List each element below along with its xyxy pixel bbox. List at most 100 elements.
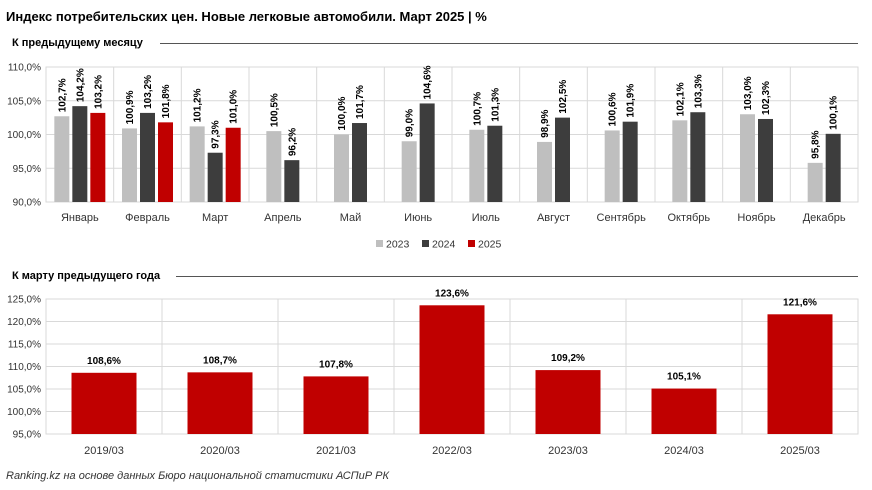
- bar: [651, 388, 717, 434]
- data-label: 97,3%: [211, 120, 222, 148]
- bar-2024: [487, 125, 503, 202]
- bar-2024: [622, 121, 638, 202]
- bar-2023: [189, 126, 205, 202]
- bar-2025: [90, 112, 106, 202]
- data-label: 101,3%: [490, 88, 501, 122]
- x-tick-label: Май: [340, 212, 362, 224]
- bar-2023: [54, 116, 70, 202]
- data-label: 104,6%: [423, 65, 434, 99]
- x-tick-label: 2021/03: [316, 445, 356, 457]
- legend-swatch-2023: [376, 240, 383, 247]
- monthly-chart: 90,0% 95,0% 100,0% 105,0% 110,0% Январь 102,7%…: [7, 63, 859, 251]
- y-tick-label: 95,0%: [13, 164, 41, 175]
- bar: [71, 372, 137, 434]
- data-label: 102,5%: [558, 80, 569, 114]
- bar-2023: [334, 134, 349, 202]
- bar-2024: [419, 103, 435, 202]
- bar-2023: [266, 131, 282, 202]
- bar-2025: [158, 122, 173, 202]
- x-tick-label: 2020/03: [200, 445, 240, 457]
- bar-2024: [284, 160, 300, 202]
- x-tick-label: Февраль: [125, 212, 170, 224]
- data-label: 102,1%: [675, 82, 686, 116]
- x-tick-label: Ноябрь: [737, 212, 775, 224]
- chart-title: Индекс потребительских цен. Новые легков…: [6, 9, 487, 24]
- data-label: 108,7%: [203, 355, 237, 366]
- source-note: Ranking.kz на основе данных Бюро национа…: [6, 470, 389, 482]
- data-label: 103,0%: [743, 76, 754, 110]
- bar: [419, 305, 485, 434]
- bar: [187, 372, 253, 434]
- x-tick-label: 2023/03: [548, 445, 588, 457]
- bar: [767, 314, 833, 434]
- yearly-chart: 95,0% 100,0% 105,0% 110,0% 115,0% 120,0% 125,0…: [7, 288, 859, 457]
- x-tick-label: Апрель: [264, 212, 302, 224]
- bar-2023: [469, 129, 485, 202]
- y-tick-label: 90,0%: [13, 198, 41, 209]
- bar: [535, 370, 601, 434]
- bar: [303, 376, 369, 434]
- x-tick-label: 2024/03: [664, 445, 704, 457]
- legend-label-2023: 2023: [386, 239, 410, 251]
- data-label: 123,6%: [435, 288, 469, 299]
- x-tick-label: Июнь: [404, 212, 432, 224]
- x-tick-label: Август: [537, 212, 570, 224]
- data-label: 100,7%: [472, 92, 483, 126]
- bar-2023: [537, 141, 552, 202]
- data-label: 98,9%: [540, 109, 551, 137]
- y-tick-label: 95,0%: [13, 430, 41, 441]
- data-label: 100,0%: [337, 96, 348, 130]
- legend-swatch-2025: [468, 240, 475, 247]
- data-label: 101,0%: [229, 90, 240, 124]
- y-tick-label: 100,0%: [7, 407, 41, 418]
- data-label: 105,1%: [667, 372, 701, 383]
- monthly-section-rule: [160, 43, 858, 44]
- data-label: 102,7%: [57, 78, 68, 112]
- x-tick-label: Январь: [61, 212, 99, 224]
- data-label: 103,2%: [93, 75, 104, 109]
- x-tick-label: Октябрь: [668, 212, 711, 224]
- x-tick-label: 2019/03: [84, 445, 124, 457]
- legend-label-2025: 2025: [478, 239, 502, 251]
- data-label: 109,2%: [551, 353, 585, 364]
- y-tick-label: 105,0%: [7, 385, 41, 396]
- data-label: 100,6%: [608, 92, 619, 126]
- data-label: 101,8%: [161, 84, 172, 118]
- data-label: 100,1%: [829, 96, 840, 130]
- bar-2024: [690, 112, 706, 202]
- legend-swatch-2024: [422, 240, 429, 247]
- x-tick-label: Июль: [472, 212, 500, 224]
- bar-2024: [352, 123, 367, 202]
- x-tick-label: Март: [202, 212, 228, 224]
- data-label: 96,2%: [287, 128, 298, 156]
- legend-label-2024: 2024: [432, 239, 456, 251]
- data-label: 103,2%: [143, 75, 154, 109]
- x-tick-label: Декабрь: [803, 212, 846, 224]
- x-tick-label: 2022/03: [432, 445, 472, 457]
- y-tick-label: 125,0%: [7, 295, 41, 306]
- bar-2023: [740, 114, 755, 202]
- data-label: 107,8%: [319, 359, 353, 370]
- yearly-section-rule: [176, 276, 858, 277]
- bar-2023: [604, 130, 620, 202]
- bar-2023: [807, 162, 823, 202]
- data-label: 108,6%: [87, 356, 121, 367]
- bar-2024: [758, 118, 773, 202]
- y-tick-label: 120,0%: [7, 317, 41, 328]
- x-tick-label: 2025/03: [780, 445, 820, 457]
- bar-2024: [140, 112, 155, 202]
- y-tick-label: 110,0%: [8, 63, 41, 74]
- data-label: 95,8%: [811, 130, 822, 158]
- y-tick-label: 100,0%: [7, 130, 41, 141]
- bar-2024: [555, 117, 570, 202]
- yearly-section-title: К марту предыдущего года: [12, 270, 161, 282]
- y-tick-label: 105,0%: [7, 96, 41, 107]
- data-label: 101,9%: [626, 84, 637, 118]
- y-tick-label: 110,0%: [8, 362, 41, 373]
- data-label: 104,2%: [75, 68, 86, 102]
- bar-2024: [825, 133, 841, 202]
- bar-2025: [225, 127, 241, 202]
- y-tick-label: 115,0%: [8, 340, 41, 351]
- monthly-section-title: К предыдущему месяцу: [12, 37, 143, 49]
